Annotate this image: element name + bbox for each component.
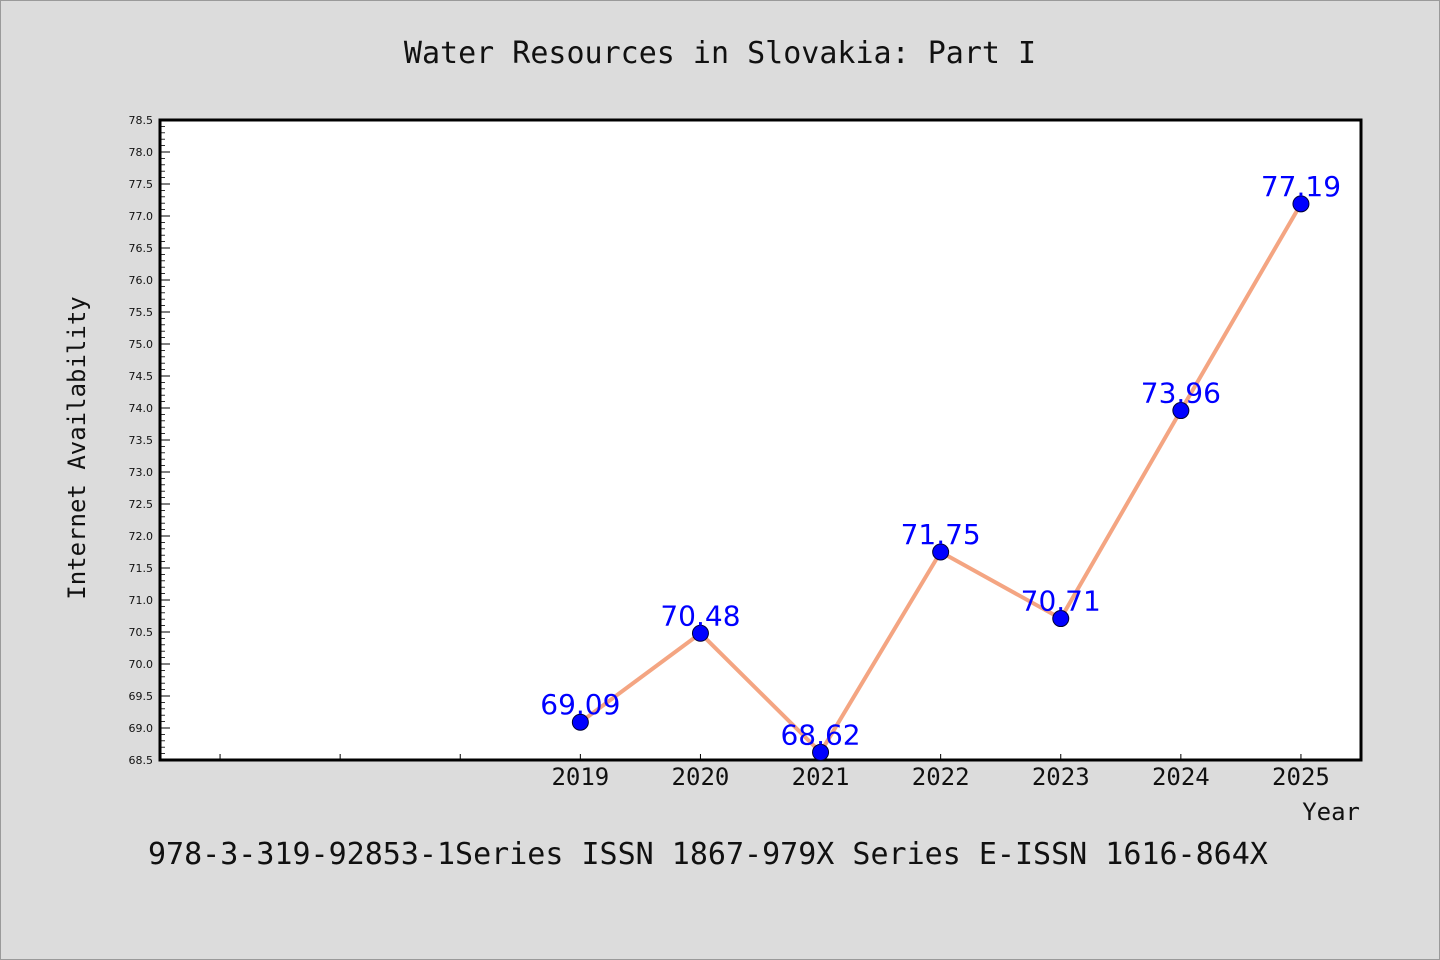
x-axis: 2019 2020 2021 2022 2023 2024 2025 bbox=[219, 754, 1330, 791]
y-tick-label: 72.5 bbox=[129, 498, 154, 511]
x-tick-label: 2019 bbox=[551, 763, 609, 791]
data-label: 68.62 bbox=[780, 718, 860, 751]
y-tick-label: 78.0 bbox=[129, 146, 154, 159]
data-label: 73.96 bbox=[1141, 377, 1221, 410]
y-tick-label: 78.5 bbox=[129, 114, 154, 127]
y-tick-label: 69.0 bbox=[129, 722, 154, 735]
x-tick-label: 2023 bbox=[1032, 763, 1090, 791]
y-tick-label: 71.5 bbox=[129, 562, 154, 575]
y-tick-label: 73.5 bbox=[129, 434, 154, 447]
data-label: 70.48 bbox=[660, 599, 740, 632]
data-point bbox=[691, 624, 709, 642]
y-tick-label: 72.0 bbox=[129, 530, 154, 543]
y-tick-label: 71.0 bbox=[129, 594, 154, 607]
y-tick-label: 68.5 bbox=[129, 754, 154, 767]
x-tick-label: 2024 bbox=[1152, 763, 1210, 791]
y-tick-label: 75.5 bbox=[129, 306, 154, 319]
y-tick-label: 74.5 bbox=[129, 370, 154, 383]
data-point bbox=[571, 713, 589, 731]
y-tick-label: 75.0 bbox=[129, 338, 154, 351]
x-tick-label: 2020 bbox=[672, 763, 730, 791]
footer-text: 978-3-319-92853-1Series ISSN 1867-979X S… bbox=[148, 837, 1268, 872]
y-tick-label: 70.5 bbox=[129, 626, 154, 639]
y-tick-label: 70.0 bbox=[129, 658, 154, 671]
x-tick-label: 2025 bbox=[1272, 763, 1330, 791]
data-label: 70.71 bbox=[1021, 585, 1101, 618]
y-tick-label: 77.5 bbox=[129, 178, 154, 191]
y-tick-label: 76.5 bbox=[129, 242, 154, 255]
plot-area bbox=[158, 118, 1363, 762]
y-tick-label: 77.0 bbox=[129, 210, 154, 223]
chart-title: Water Resources in Slovakia: Part I bbox=[404, 36, 1036, 71]
data-label: 77.19 bbox=[1261, 170, 1341, 203]
data-point bbox=[1052, 610, 1070, 628]
data-point bbox=[932, 543, 950, 561]
y-tick-label: 74.0 bbox=[129, 402, 154, 415]
x-tick-label: 2021 bbox=[792, 763, 850, 791]
y-axis-label: Internet Availability bbox=[63, 296, 91, 599]
data-label: 71.75 bbox=[901, 518, 981, 551]
y-tick-label: 73.0 bbox=[129, 466, 154, 479]
data-label: 69.09 bbox=[540, 688, 620, 721]
y-tick-label: 69.5 bbox=[129, 690, 154, 703]
data-point bbox=[1172, 402, 1190, 420]
data-point bbox=[1292, 195, 1310, 213]
x-tick-label: 2022 bbox=[912, 763, 970, 791]
y-axis: 68.5 69.0 69.5 70.0 70.5 71.0 71.5 72.0 72.5 73.0… bbox=[129, 114, 170, 767]
data-label-layer: 69.09 70.48 68.62 71.75 70.71 73.96 77.19 bbox=[540, 170, 1341, 751]
x-axis-label: Year bbox=[1302, 798, 1360, 826]
data-point-layer bbox=[571, 195, 1310, 761]
y-tick-label: 76.0 bbox=[129, 274, 154, 287]
data-point bbox=[812, 743, 830, 761]
